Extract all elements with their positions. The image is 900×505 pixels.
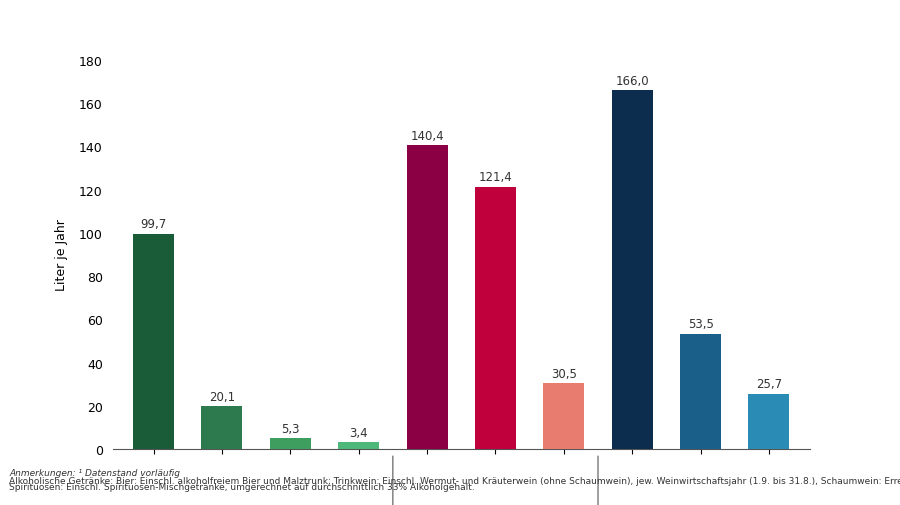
- Bar: [475, 187, 516, 449]
- Text: 140,4: 140,4: [410, 130, 444, 143]
- Bar: [612, 91, 652, 449]
- Text: 99,7: 99,7: [140, 218, 166, 231]
- Text: 121,4: 121,4: [479, 171, 512, 184]
- Bar: [133, 234, 174, 449]
- Text: Alkoholische Getränke: Bier: Einschl. alkoholfreiem Bier und Malztrunk; Trinkwei: Alkoholische Getränke: Bier: Einschl. al…: [9, 476, 900, 485]
- Text: 25,7: 25,7: [756, 378, 782, 391]
- Text: Spirituosen: Einschl. Spirituosen-Mischgetränke, umgerechnet auf durchschnittlic: Spirituosen: Einschl. Spirituosen-Mischg…: [9, 482, 475, 491]
- Text: 166,0: 166,0: [616, 75, 649, 87]
- Bar: [270, 438, 310, 449]
- Bar: [202, 406, 242, 449]
- Text: 30,5: 30,5: [551, 367, 577, 380]
- Bar: [749, 394, 789, 449]
- Bar: [544, 384, 584, 449]
- Bar: [338, 442, 379, 449]
- Text: 3,4: 3,4: [349, 426, 368, 439]
- Text: 53,5: 53,5: [688, 318, 714, 331]
- Y-axis label: Liter je Jahr: Liter je Jahr: [55, 219, 68, 291]
- Text: Anmerkungen: ¹ Datenstand vorläufig: Anmerkungen: ¹ Datenstand vorläufig: [9, 468, 180, 477]
- Bar: [407, 146, 447, 449]
- Text: 20,1: 20,1: [209, 390, 235, 403]
- Text: 5,3: 5,3: [281, 422, 300, 435]
- Bar: [680, 334, 721, 449]
